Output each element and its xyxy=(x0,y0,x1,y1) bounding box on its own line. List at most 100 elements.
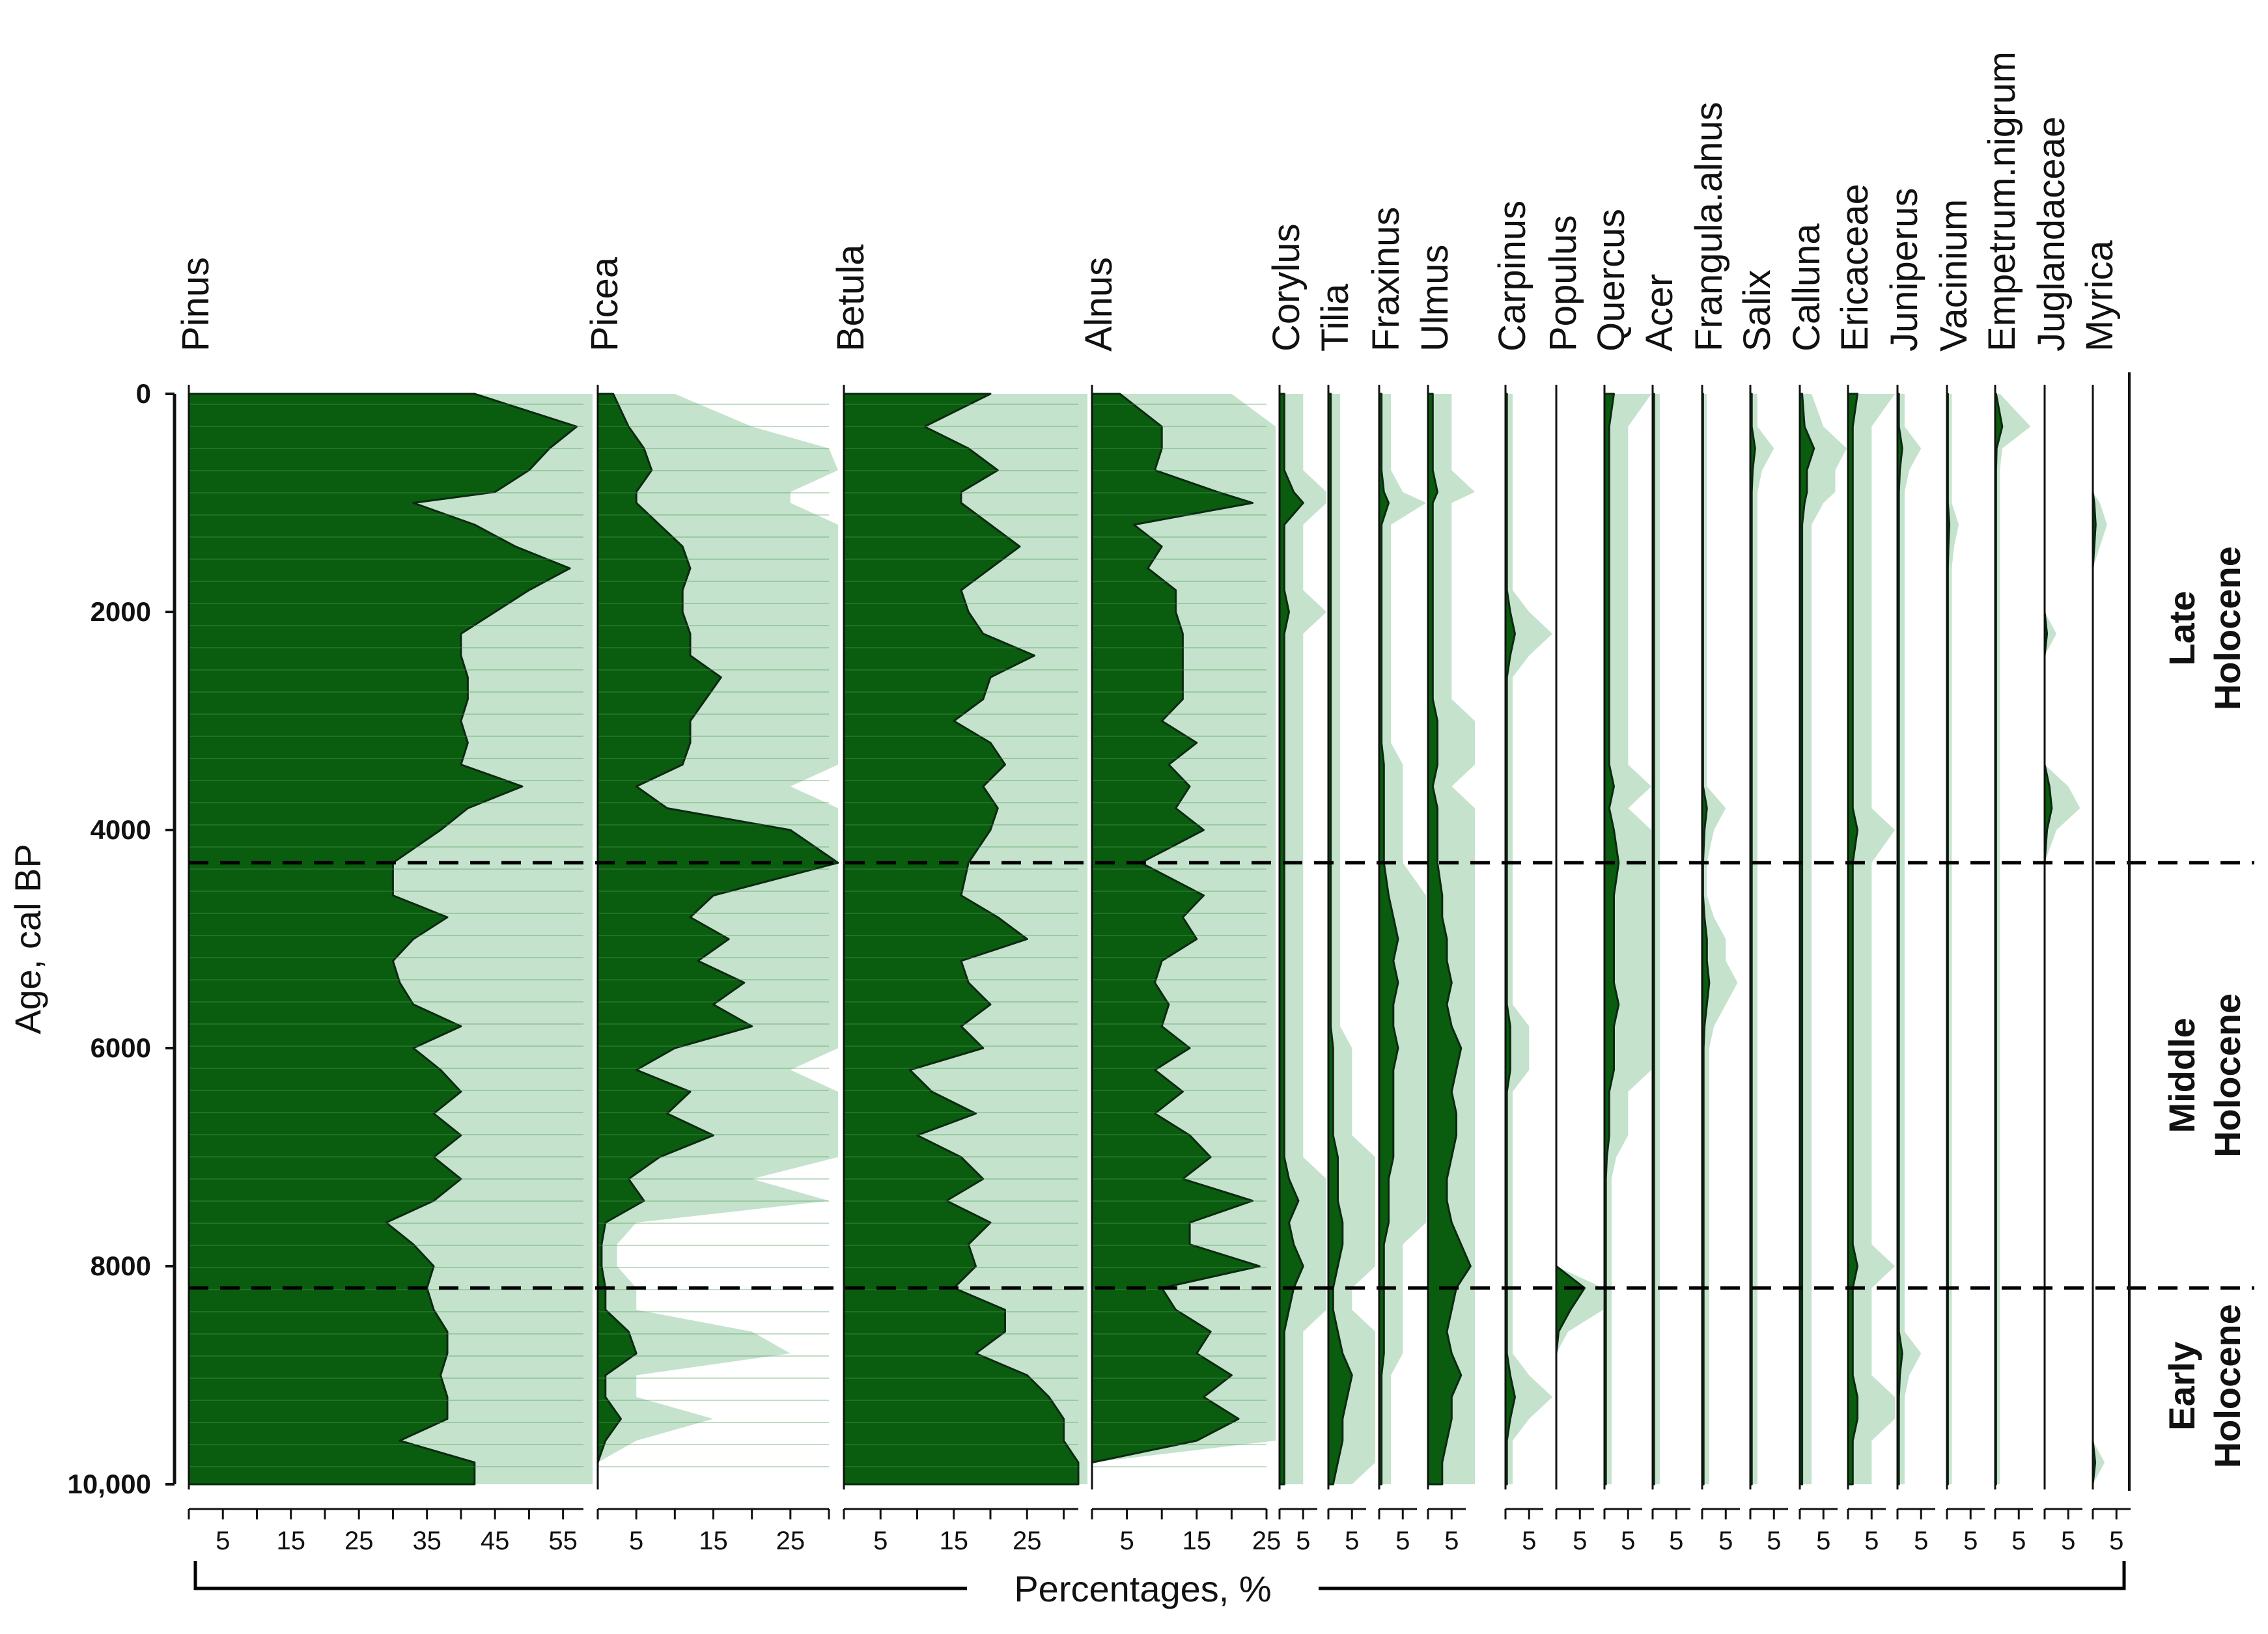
x-tick-label: 5 xyxy=(1444,1527,1459,1555)
x-tick-label: 5 xyxy=(2109,1527,2123,1555)
taxon-panel-tilia xyxy=(1327,385,1375,1519)
pollen-curve xyxy=(1603,393,1620,1486)
taxon-panel-alnus xyxy=(1091,385,1276,1519)
taxon-panel-picea xyxy=(596,385,839,1519)
bracket-right xyxy=(1319,1561,2126,1590)
exaggeration-area xyxy=(1800,394,1847,1484)
pollen-curve xyxy=(1327,393,1353,1486)
y-tick-label: 6000 xyxy=(91,1032,151,1063)
taxon-label: Carpinus xyxy=(1491,201,1533,352)
taxon-label: Betula xyxy=(830,244,872,352)
x-tick-label: 25 xyxy=(1013,1527,1042,1555)
x-tick-label: 5 xyxy=(1621,1527,1635,1555)
x-tick-label: 15 xyxy=(1183,1527,1212,1555)
pollen-curve xyxy=(1278,393,1304,1486)
taxon-label: Tilia xyxy=(1314,283,1356,352)
exaggeration-area xyxy=(1848,394,1895,1484)
taxon-label: Picea xyxy=(583,256,626,352)
taxon-panel-pinus xyxy=(188,385,593,1519)
taxon-panel-carpinus xyxy=(1504,385,1552,1519)
x-tick-label: 5 xyxy=(1816,1527,1830,1555)
taxon-label: Ulmus xyxy=(1414,245,1456,352)
pollen-curve xyxy=(1378,393,1399,1486)
taxon-panel-empetrum-nigrum xyxy=(1994,385,2033,1519)
exaggeration-area xyxy=(1995,394,2031,1484)
bracket-left xyxy=(193,1561,967,1590)
exaggeration-area xyxy=(2045,394,2080,1484)
x-tick-label: 15 xyxy=(940,1527,969,1555)
pollen-curve xyxy=(1504,393,1516,1486)
exaggeration-area xyxy=(1750,394,1774,1484)
taxon-label: Empetrum.nigrum xyxy=(1981,51,2023,352)
taxon-label: Corylus xyxy=(1265,223,1308,352)
taxon-panel-juglandaceae xyxy=(2043,385,2082,1519)
taxon-panel-myrica xyxy=(2092,385,2131,1519)
taxon-panel-corylus xyxy=(1278,385,1326,1519)
y-tick-label: 2000 xyxy=(91,596,151,627)
exaggeration-area xyxy=(1702,394,1738,1484)
taxon-label: Juglandaceae xyxy=(2030,117,2073,352)
pollen-curve xyxy=(843,393,1080,1486)
x-tick-label: 5 xyxy=(216,1527,230,1555)
y-tick-label: 8000 xyxy=(91,1251,151,1281)
exaggeration-area xyxy=(1604,394,1651,1484)
y-tick-label: 10,000 xyxy=(68,1469,151,1499)
exaggeration-area xyxy=(1505,394,1552,1484)
pollen-curve xyxy=(1896,393,1903,1486)
x-tick-label: 5 xyxy=(1296,1527,1310,1555)
pollen-curve xyxy=(1091,393,1261,1486)
taxon-label: Quercus xyxy=(1590,209,1632,352)
taxon-panel-frangula-alnus xyxy=(1701,385,1740,1519)
x-tick-label: 5 xyxy=(2061,1527,2075,1555)
exaggeration-area xyxy=(1897,394,1922,1484)
x-tick-label: 5 xyxy=(1767,1527,1781,1555)
taxon-label: Fraxinus xyxy=(1365,207,1407,352)
y-axis-title: Age, cal BP xyxy=(7,844,48,1034)
pollen-curve xyxy=(188,393,578,1486)
taxon-label: Populus xyxy=(1542,215,1584,352)
exaggeration-area xyxy=(1379,394,1426,1484)
x-tick-label: 5 xyxy=(1864,1527,1879,1555)
taxon-label: Juniperus xyxy=(1883,188,1925,352)
taxon-label: Myrica xyxy=(2079,240,2121,352)
taxon-panel-betula xyxy=(843,385,1087,1519)
taxon-label: Salix xyxy=(1736,270,1778,352)
pollen-curve xyxy=(1427,393,1472,1486)
zone-label: Holocene xyxy=(2207,1304,2248,1468)
taxon-label: Frangula.alnus xyxy=(1688,102,1730,352)
x-tick-label: 5 xyxy=(1718,1527,1733,1555)
x-tick-label: 5 xyxy=(2011,1527,2026,1555)
zone-label: Early xyxy=(2161,1342,2202,1431)
zone-label: Holocene xyxy=(2207,993,2248,1157)
taxon-label: Pinus xyxy=(175,257,217,352)
taxon-label: Alnus xyxy=(1078,257,1120,352)
taxon-label: Acer xyxy=(1638,274,1681,352)
x-tick-label: 5 xyxy=(1119,1527,1134,1555)
x-tick-label: 55 xyxy=(548,1527,578,1555)
x-tick-label: 15 xyxy=(276,1527,305,1555)
x-tick-label: 5 xyxy=(1573,1527,1587,1555)
x-tick-label: 35 xyxy=(412,1527,441,1555)
taxon-panel-ulmus xyxy=(1427,385,1475,1519)
pollen-curve xyxy=(1749,393,1756,1486)
zone-label: Holocene xyxy=(2207,546,2248,710)
pollen-curve xyxy=(2043,393,2053,1486)
taxon-panel-juniperus xyxy=(1896,385,1935,1519)
y-tick-label: 4000 xyxy=(91,814,151,845)
x-tick-label: 5 xyxy=(1345,1527,1359,1555)
x-tick-label: 5 xyxy=(873,1527,888,1555)
x-tick-label: 5 xyxy=(1963,1527,1978,1555)
pollen-curve xyxy=(596,393,839,1486)
x-tick-label: 45 xyxy=(481,1527,510,1555)
y-tick-label: 0 xyxy=(136,378,151,409)
taxon-label: Calluna xyxy=(1785,223,1828,352)
x-tick-label: 5 xyxy=(1522,1527,1536,1555)
x-tick-label: 5 xyxy=(1395,1527,1410,1555)
x-tick-label: 5 xyxy=(1669,1527,1683,1555)
x-tick-label: 25 xyxy=(776,1527,805,1555)
x-tick-label: 25 xyxy=(1252,1527,1281,1555)
exaggeration-area xyxy=(1947,394,1959,1484)
taxon-panel-calluna xyxy=(1799,385,1847,1519)
x-tick-label: 5 xyxy=(1914,1527,1928,1555)
